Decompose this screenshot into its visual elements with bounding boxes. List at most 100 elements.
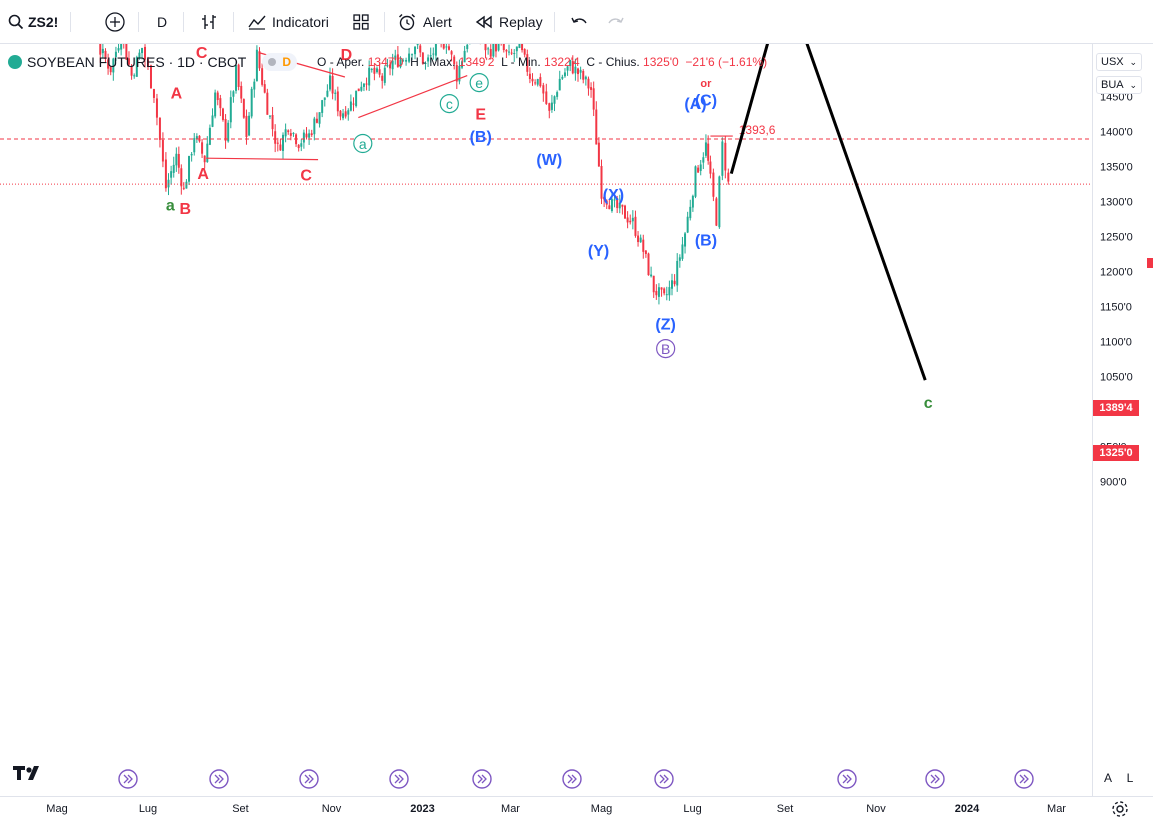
redo-button[interactable] [607, 10, 625, 34]
undo-button[interactable] [570, 10, 588, 34]
y-tick-label: 1050'0 [1100, 372, 1133, 384]
candle [298, 144, 300, 151]
candle [627, 211, 629, 228]
alarm-clock-icon [397, 12, 417, 32]
alert-button[interactable]: Alert [397, 10, 452, 34]
candle [443, 44, 445, 50]
chart-style-button[interactable] [200, 10, 218, 34]
svg-text:e: e [475, 75, 483, 91]
candle [212, 108, 214, 127]
symbol-search-button[interactable]: ZS2! [8, 10, 58, 34]
compare-symbol-button[interactable] [104, 10, 126, 34]
event-marker-icon [926, 770, 944, 788]
candle [209, 125, 211, 146]
chevron-down-icon: ⌄ [1129, 57, 1137, 68]
svg-text:a: a [166, 198, 175, 215]
candle [640, 235, 642, 243]
candle [715, 197, 717, 226]
x-tick-label: Set [232, 803, 249, 815]
y-tick-label: 1200'0 [1100, 267, 1133, 279]
x-tick-label: 2024 [955, 803, 980, 815]
replay-label: Replay [499, 14, 543, 30]
svg-text:a: a [359, 136, 367, 152]
candle [712, 169, 714, 201]
candle [352, 97, 354, 111]
candle [193, 133, 195, 156]
price-chart[interactable]: 1393,6 aBA(A)CABCDabcdeE(B)A(C)(X)(W)(X)… [0, 44, 1092, 796]
status-dot-icon [268, 58, 276, 66]
toolbar-divider [554, 12, 555, 32]
candle [629, 215, 631, 225]
svg-text:(W): (W) [536, 152, 562, 169]
candle [674, 274, 676, 286]
open-value: 1347'0 [368, 55, 404, 69]
candle [542, 83, 544, 102]
candle [274, 124, 276, 152]
candle [201, 139, 203, 158]
chevron-down-icon: ⌄ [1129, 80, 1137, 91]
candle [554, 95, 556, 111]
x-tick-label: Mar [501, 803, 520, 815]
svg-text:B: B [180, 201, 192, 218]
candle [702, 152, 704, 169]
candle [724, 136, 726, 178]
legend-title[interactable]: SOYBEAN FUTURES · 1D · CBOT [27, 54, 246, 70]
candle [684, 232, 686, 254]
candle [316, 112, 318, 123]
candle [679, 254, 681, 268]
symbol-label: ZS2! [28, 14, 58, 30]
candle [634, 211, 636, 238]
high-label: H - Max. [410, 55, 455, 69]
candle [183, 182, 185, 190]
candle [548, 103, 550, 119]
candle [277, 138, 279, 152]
candle [532, 73, 534, 86]
undo-icon [570, 15, 588, 29]
search-icon [8, 14, 24, 30]
candle [358, 89, 360, 92]
candle [658, 283, 660, 304]
unit-label: BUA [1101, 79, 1124, 91]
candle [240, 82, 242, 103]
candles-layer [50, 44, 729, 304]
candle [587, 77, 589, 96]
svg-text:or: or [700, 78, 712, 90]
indicators-button[interactable]: Indicatori [247, 10, 329, 34]
candle [559, 71, 561, 91]
candle [692, 195, 694, 212]
low-value: 1322'4 [544, 55, 580, 69]
candle [697, 165, 699, 173]
currency-selector[interactable]: USX ⌄ [1096, 53, 1142, 71]
top-toolbar: ZS2! D Indicatori Alert Replay [0, 0, 1153, 44]
events-layer [119, 770, 1033, 788]
candle [381, 73, 383, 88]
open-label: O - Aper. [317, 55, 364, 69]
candle [705, 134, 707, 158]
auto-scale-button[interactable]: A [1099, 769, 1117, 787]
candle [300, 139, 302, 151]
log-scale-button[interactable]: L [1121, 769, 1139, 787]
candle [668, 281, 670, 301]
layouts-button[interactable] [352, 10, 370, 34]
candle [251, 87, 253, 119]
y-tick-label: 900'0 [1100, 477, 1127, 489]
data-badge-label: D [282, 55, 291, 69]
interval-button[interactable]: D [157, 10, 167, 34]
candle [162, 132, 164, 167]
data-badge[interactable]: D [262, 53, 297, 71]
wave-label: A [171, 86, 183, 103]
candle [214, 90, 216, 119]
settings-button[interactable] [1110, 799, 1130, 824]
replay-button[interactable]: Replay [475, 10, 543, 34]
candle [556, 90, 558, 99]
candle [178, 147, 180, 174]
candle [225, 114, 227, 149]
candle [339, 110, 341, 120]
price-axis[interactable]: 900'0950'01000'01050'01100'01150'01200'0… [1092, 44, 1153, 796]
unit-selector[interactable]: BUA ⌄ [1096, 76, 1142, 94]
tradingview-logo[interactable] [12, 762, 46, 787]
candle [272, 107, 274, 137]
candle [632, 210, 634, 229]
wave-label: (C) [695, 93, 717, 110]
